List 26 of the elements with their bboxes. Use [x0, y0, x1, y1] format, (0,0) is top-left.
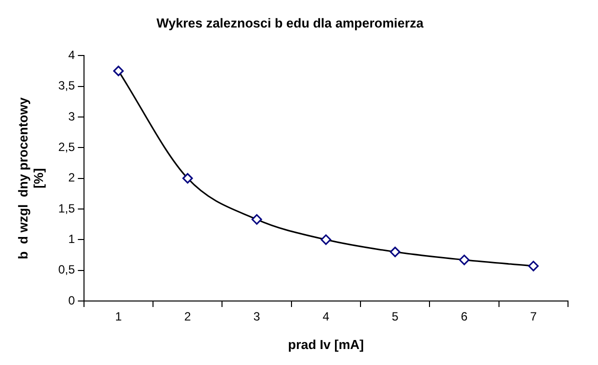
- y-tick-label: 0: [68, 293, 76, 308]
- point: [528, 260, 539, 272]
- x-tick-label: 4: [322, 310, 330, 324]
- y-tick-label: 3: [68, 109, 76, 124]
- x-tick-label: 5: [392, 310, 399, 324]
- y-tick-label: 4: [68, 48, 76, 62]
- x-axis-title: prad Iv [mA]: [288, 336, 364, 352]
- point: [320, 234, 332, 245]
- point: [390, 246, 400, 258]
- x-tick-label: 2: [184, 310, 192, 324]
- point: [113, 66, 124, 76]
- point: [182, 173, 193, 184]
- y-tick-label: 3,5: [58, 78, 76, 93]
- point: [252, 214, 262, 225]
- y-tick-label: 2: [68, 170, 76, 185]
- chart-title: Wykres zaleznosci b edu dla amperomierza: [156, 15, 424, 30]
- x-tick-label: 3: [253, 310, 260, 324]
- x-tick-label: 6: [460, 310, 468, 324]
- x-tick-label: 7: [530, 310, 538, 324]
- y-tick-label: 2,5: [58, 140, 76, 154]
- y-tick-label: 1,5: [58, 201, 76, 216]
- x-tick-label: 1: [115, 310, 122, 324]
- point: [459, 254, 470, 266]
- y-tick-label: 1: [68, 232, 76, 246]
- y-axis-title: b d wzgl dny procentowy [%]: [15, 96, 46, 260]
- y-tick-label: 0,5: [58, 262, 76, 277]
